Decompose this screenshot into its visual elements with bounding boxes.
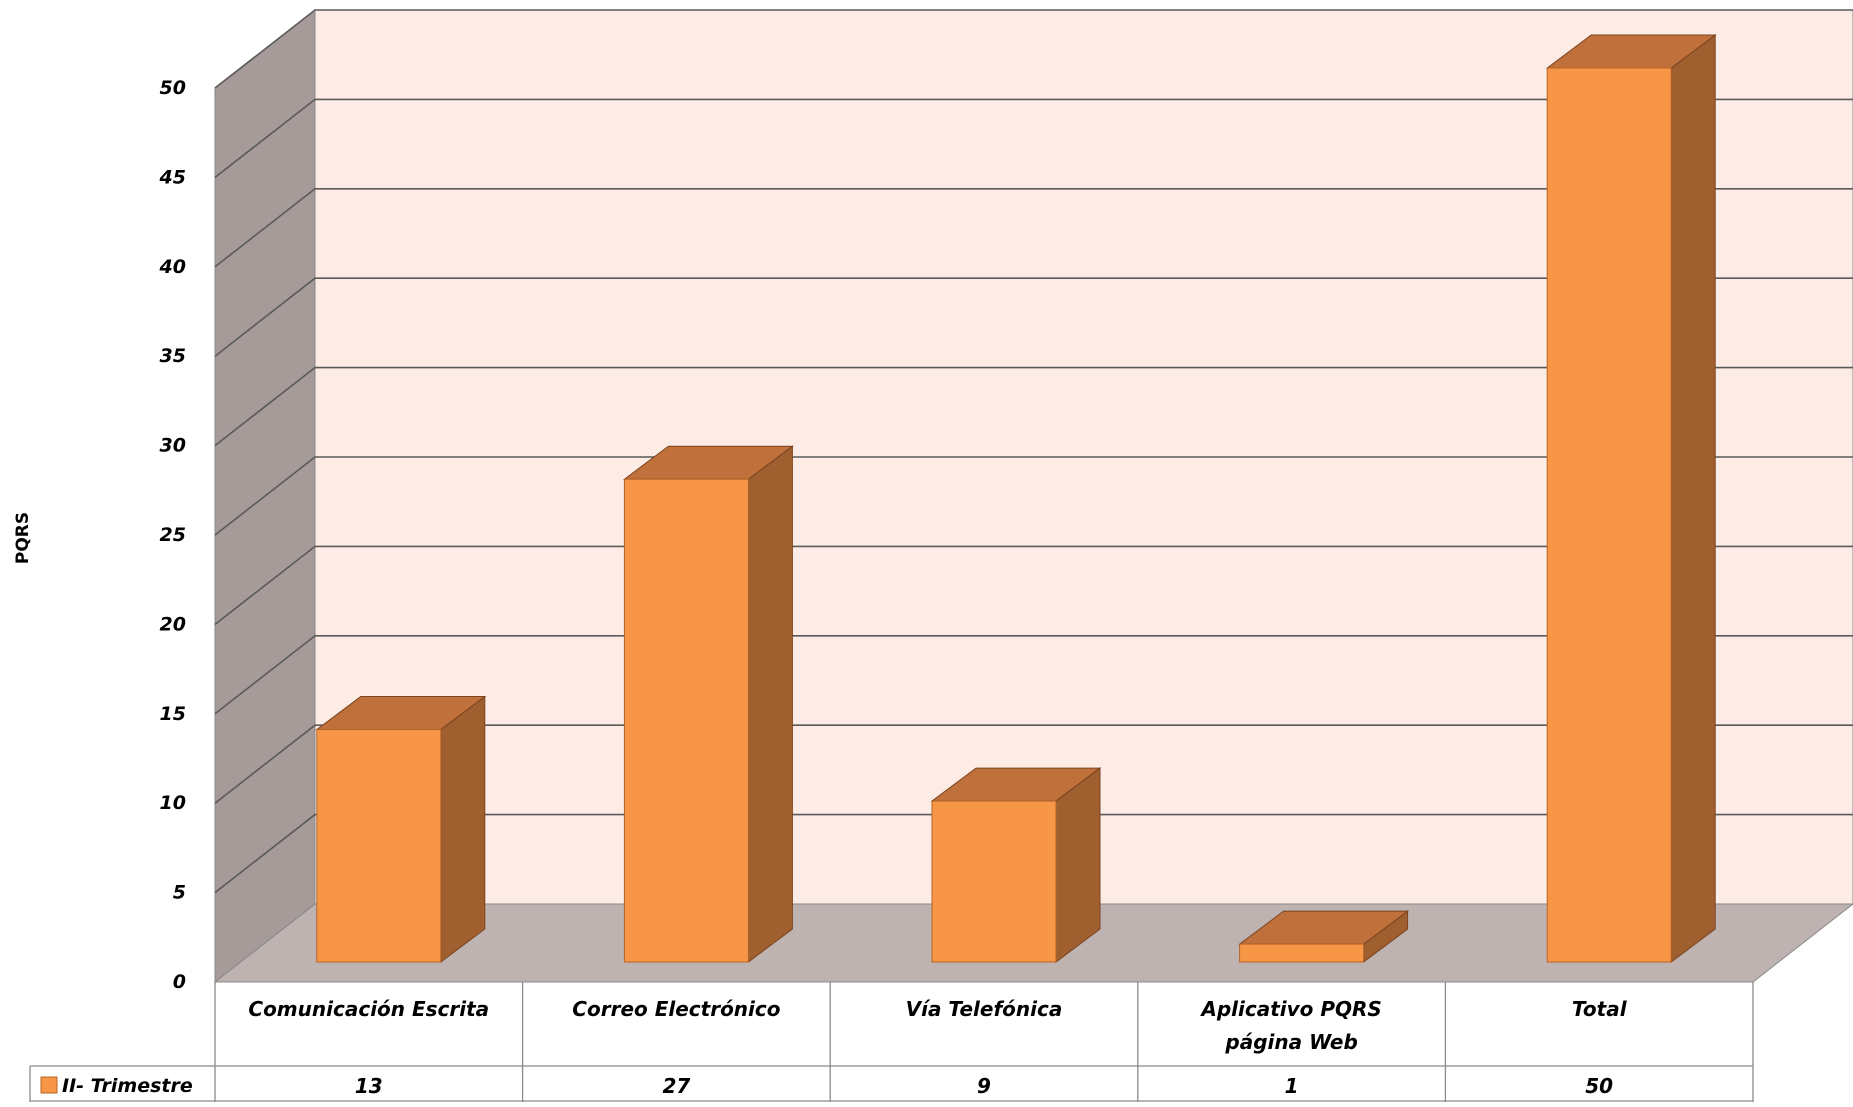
bar bbox=[1238, 910, 1410, 963]
table-value: 1 bbox=[1285, 1074, 1299, 1098]
gridline bbox=[214, 813, 1853, 894]
bar bbox=[622, 445, 794, 963]
x-category-label: página Web bbox=[1224, 1030, 1357, 1054]
table-value: 9 bbox=[977, 1074, 991, 1098]
legend-swatch bbox=[40, 1076, 58, 1094]
bar-front bbox=[1239, 943, 1365, 963]
x-category-label: Total bbox=[1572, 997, 1628, 1021]
bar-side bbox=[747, 445, 793, 963]
bar-front bbox=[316, 729, 442, 963]
gridline bbox=[214, 456, 1853, 536]
bar-front bbox=[1546, 67, 1672, 963]
y-axis-title: PQRS bbox=[13, 512, 33, 564]
y-tick-label: 0 bbox=[173, 971, 186, 993]
bars bbox=[315, 34, 1717, 963]
x-category-label: Vía Telefónica bbox=[906, 997, 1063, 1021]
bar bbox=[315, 695, 487, 963]
gridlines bbox=[214, 9, 1853, 894]
x-category-label: Comunicación Escrita bbox=[248, 997, 489, 1021]
x-category-label: Correo Electrónico bbox=[572, 997, 780, 1021]
y-tick-label: 30 bbox=[160, 435, 186, 457]
y-tick-label: 35 bbox=[160, 345, 186, 367]
gridline bbox=[214, 98, 1853, 179]
gridline bbox=[214, 545, 1853, 626]
gridline bbox=[214, 9, 1853, 89]
table-value: 13 bbox=[355, 1074, 383, 1098]
y-tick-label: 15 bbox=[160, 703, 186, 725]
x-category-label: Aplicativo PQRS bbox=[1199, 997, 1381, 1021]
gridline bbox=[214, 188, 1853, 268]
y-tick-label: 45 bbox=[159, 166, 186, 188]
table-value: 50 bbox=[1585, 1074, 1613, 1098]
bar-side bbox=[1055, 767, 1101, 963]
y-tick-label: 20 bbox=[160, 613, 186, 635]
y-tick-label: 5 bbox=[173, 882, 186, 904]
bar bbox=[930, 767, 1102, 963]
bar-side bbox=[1670, 34, 1716, 963]
y-axis-ticks: 0 5 10 15 20 25 30 35 40 45 50 bbox=[159, 77, 186, 993]
gridline bbox=[214, 366, 1853, 447]
y-tick-label: 50 bbox=[160, 77, 186, 99]
data-table: Comunicación Escrita 13 Correo Electrónico… bbox=[29, 982, 1754, 1102]
gridline bbox=[214, 724, 1853, 804]
y-tick-label: 25 bbox=[160, 524, 186, 546]
bar-front bbox=[623, 478, 749, 963]
table-value: 27 bbox=[662, 1074, 690, 1098]
gridline bbox=[214, 277, 1853, 357]
y-tick-label: 40 bbox=[159, 256, 186, 278]
bar-side bbox=[440, 695, 486, 963]
gridline bbox=[214, 634, 1853, 715]
y-tick-label: 10 bbox=[160, 792, 186, 814]
bar-front bbox=[931, 800, 1057, 963]
bar bbox=[1545, 34, 1717, 963]
legend-series-label: II- Trimestre bbox=[62, 1075, 193, 1097]
